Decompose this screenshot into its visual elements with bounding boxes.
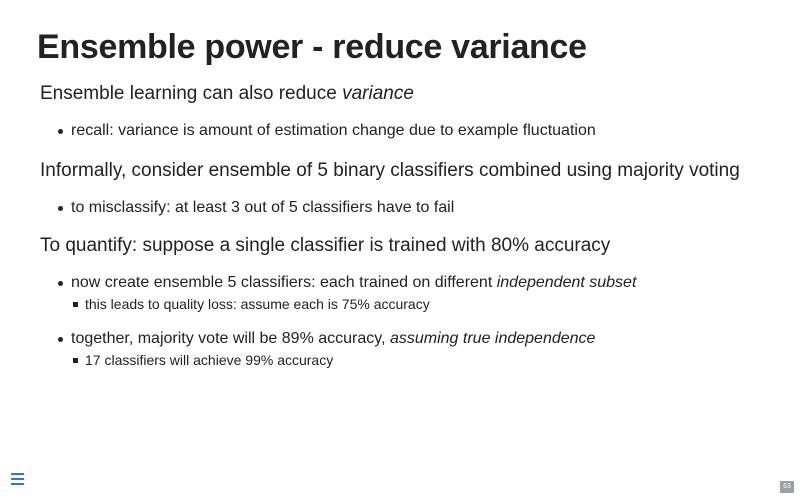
paragraph-text: Ensemble learning can also reduce bbox=[40, 83, 343, 104]
sub-bullet-list: 17 classifiers will achieve 99% accuracy bbox=[73, 350, 595, 370]
sub-bullet-text: this leads to quality loss: assume each … bbox=[85, 296, 430, 312]
bullet-dot-icon bbox=[58, 206, 63, 211]
slide-title: Ensemble power - reduce variance bbox=[37, 28, 587, 66]
bullet-item-ensemble: now create ensemble 5 classifiers: each … bbox=[58, 272, 636, 314]
menu-line bbox=[11, 473, 24, 475]
sub-bullet-text: 17 classifiers will achieve 99% accuracy bbox=[85, 352, 334, 368]
emphasis-text: assuming true independence bbox=[389, 330, 596, 347]
bullet-dot-icon bbox=[58, 281, 63, 286]
bullet-list: to misclassify: at least 3 out of 5 clas… bbox=[58, 197, 454, 219]
bullet-dot-icon bbox=[58, 129, 63, 134]
paragraph-variance: Ensemble learning can also reduce varian… bbox=[40, 82, 414, 106]
bullet-item-majority-vote: together, majority vote will be 89% accu… bbox=[58, 328, 595, 370]
hamburger-menu-icon[interactable] bbox=[11, 473, 24, 485]
bullet-text: recall: variance is amount of estimation… bbox=[71, 122, 596, 139]
paragraph-informally: Informally, consider ensemble of 5 binar… bbox=[40, 160, 740, 181]
sub-bullet-item-quality-loss: this leads to quality loss: assume each … bbox=[73, 294, 636, 314]
page-number-badge: 63 bbox=[780, 481, 794, 493]
square-bullet-icon bbox=[73, 302, 78, 307]
bullet-text: now create ensemble 5 classifiers: each … bbox=[71, 274, 497, 291]
square-bullet-icon bbox=[73, 358, 78, 363]
bullet-item-misclassify: to misclassify: at least 3 out of 5 clas… bbox=[58, 197, 454, 219]
bullet-item-recall: recall: variance is amount of estimation… bbox=[58, 120, 596, 142]
bullet-list: together, majority vote will be 89% accu… bbox=[58, 328, 595, 370]
emphasis-text: independent subset bbox=[496, 274, 637, 291]
emphasis-text: variance bbox=[342, 83, 414, 104]
paragraph-quantify: To quantify: suppose a single classifier… bbox=[40, 235, 611, 256]
sub-bullet-list: this leads to quality loss: assume each … bbox=[73, 294, 636, 314]
bullet-text: to misclassify: at least 3 out of 5 clas… bbox=[71, 199, 455, 216]
bullet-text: together, majority vote will be 89% accu… bbox=[71, 330, 390, 347]
menu-line bbox=[11, 483, 24, 485]
menu-line bbox=[11, 478, 24, 480]
bullet-list: recall: variance is amount of estimation… bbox=[58, 120, 596, 142]
sub-bullet-item-17-classifiers: 17 classifiers will achieve 99% accuracy bbox=[73, 350, 595, 370]
bullet-dot-icon bbox=[58, 337, 63, 342]
bullet-list: now create ensemble 5 classifiers: each … bbox=[58, 272, 636, 314]
